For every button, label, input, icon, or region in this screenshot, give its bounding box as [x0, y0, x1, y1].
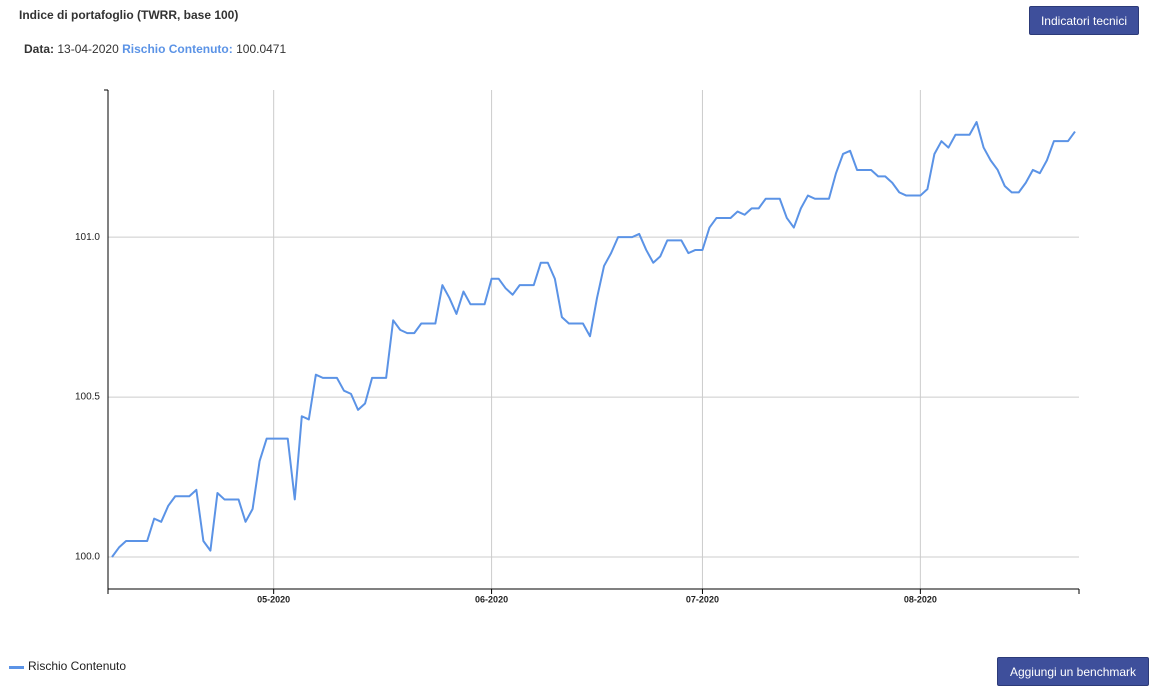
date: 13-04-2020 — [57, 42, 119, 56]
y-tick-label: 100.0 — [75, 552, 100, 563]
series-value: 100.0471 — [236, 42, 287, 56]
x-tick-label: 07-2020 — [686, 594, 719, 604]
y-tick-label: 100.5 — [75, 392, 100, 403]
y-tick-label: 101.0 — [75, 232, 100, 243]
add-benchmark-button[interactable]: Aggiungi un benchmark — [997, 657, 1149, 686]
x-tick-label: 05-2020 — [257, 594, 290, 604]
series-label: Rischio Contenuto: — [122, 42, 233, 56]
chart-title: Indice di portafoglio (TWRR, base 100) — [19, 8, 239, 22]
series-line — [111, 120, 1076, 558]
hover-info: Data: 13-04-2020 Rischio Contenuto: 100.… — [24, 42, 286, 56]
technical-indicators-button[interactable]: Indicatori tecnici — [1029, 6, 1139, 35]
legend-swatch — [9, 666, 24, 669]
x-tick-label: 08-2020 — [904, 594, 937, 604]
legend-label: Rischio Contenuto — [28, 659, 126, 673]
date-label: Data: — [24, 42, 55, 56]
x-tick-label: 06-2020 — [475, 594, 508, 604]
